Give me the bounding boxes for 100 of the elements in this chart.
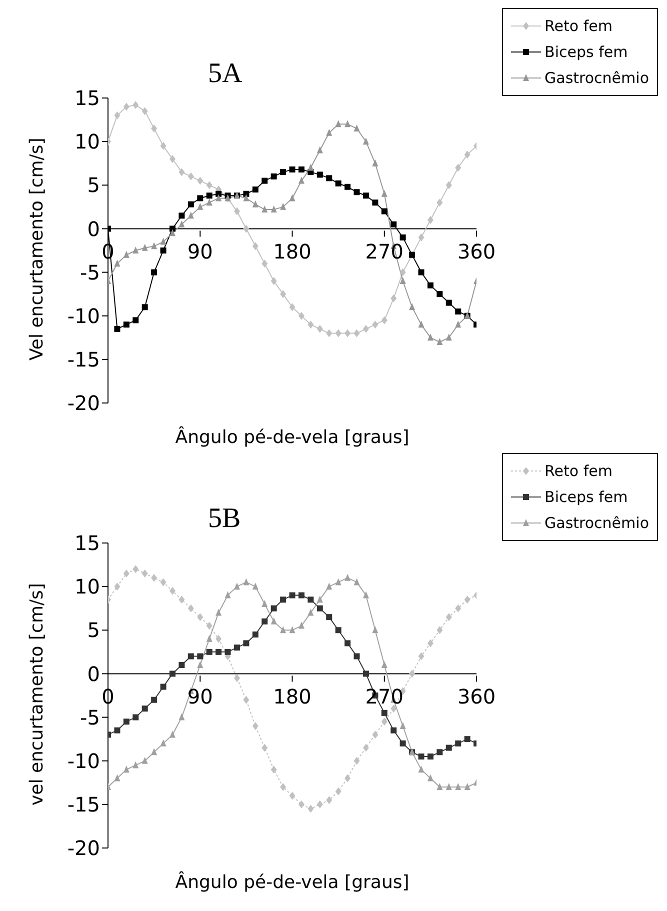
point xyxy=(160,142,166,150)
point xyxy=(436,626,443,634)
point xyxy=(455,783,462,790)
point xyxy=(335,120,342,128)
point xyxy=(298,800,304,808)
point xyxy=(390,727,397,734)
chart-title: 5A xyxy=(208,58,242,90)
point xyxy=(270,206,277,213)
point xyxy=(142,756,148,764)
x-axis-title: Ângulo pé-de-vela [graus] xyxy=(175,426,410,448)
point xyxy=(114,260,120,267)
point xyxy=(114,111,120,120)
point xyxy=(446,613,452,622)
point xyxy=(280,626,286,634)
point xyxy=(308,164,314,171)
point xyxy=(178,596,185,604)
x-tick-label: 180 xyxy=(273,240,312,264)
point xyxy=(132,317,139,324)
point xyxy=(206,648,212,655)
point xyxy=(197,653,204,660)
point xyxy=(335,329,342,338)
point xyxy=(455,740,462,746)
legend-label: Gastrocnêmio xyxy=(544,514,649,532)
y-tick-label: 0 xyxy=(87,216,100,241)
point xyxy=(252,632,258,638)
point xyxy=(354,578,360,586)
point xyxy=(436,783,443,790)
point xyxy=(132,761,139,768)
point xyxy=(400,234,406,240)
point xyxy=(390,294,397,302)
point xyxy=(400,277,406,284)
point xyxy=(446,744,452,751)
point xyxy=(316,146,323,154)
point xyxy=(446,181,452,190)
legend-label: Gastrocnêmio xyxy=(544,69,649,87)
point xyxy=(316,605,323,612)
point xyxy=(114,774,120,782)
point xyxy=(280,783,286,791)
point xyxy=(298,592,304,598)
y-axis-title: Vel encurtamento [cm/s] xyxy=(26,138,48,360)
point xyxy=(464,783,470,790)
y-tick-label: -15 xyxy=(67,348,100,372)
point xyxy=(335,787,342,796)
point xyxy=(316,172,323,178)
point xyxy=(206,198,212,206)
point xyxy=(326,329,332,338)
point xyxy=(270,605,277,612)
point xyxy=(252,200,258,208)
point xyxy=(206,634,212,642)
point xyxy=(418,766,424,773)
point xyxy=(142,304,148,310)
y-tick-label: -5 xyxy=(80,705,100,730)
y-tick-label: 5 xyxy=(87,173,100,198)
y-tick-label: 15 xyxy=(74,86,100,110)
point xyxy=(169,586,176,595)
point xyxy=(418,233,424,242)
point xyxy=(298,176,304,184)
point xyxy=(464,736,470,742)
point xyxy=(216,648,222,655)
point xyxy=(206,622,212,630)
point xyxy=(216,190,222,197)
point xyxy=(243,578,250,586)
point xyxy=(234,207,240,216)
x-tick-label: 360 xyxy=(457,240,496,264)
point xyxy=(354,756,360,765)
point xyxy=(178,713,185,720)
point xyxy=(188,653,194,660)
point xyxy=(446,300,452,306)
point xyxy=(344,120,351,128)
point xyxy=(252,722,258,730)
point xyxy=(252,186,258,192)
x-tick-label: 360 xyxy=(457,684,496,709)
point xyxy=(197,202,204,210)
point xyxy=(326,175,332,182)
point xyxy=(123,766,130,773)
x-tick-label: 90 xyxy=(187,240,213,264)
point xyxy=(188,201,194,208)
point xyxy=(362,324,369,333)
point xyxy=(362,744,369,752)
x-axis-title: Ângulo pé-de-vela [graus] xyxy=(175,871,410,893)
y-axis-title: vel encurtamento [cm/s] xyxy=(26,583,48,806)
point xyxy=(234,644,240,651)
point xyxy=(354,653,360,660)
point xyxy=(289,592,296,598)
y-tick-label: 0 xyxy=(87,662,100,686)
point xyxy=(381,661,388,668)
point xyxy=(123,102,130,111)
point xyxy=(243,190,250,197)
point xyxy=(418,754,424,760)
point xyxy=(344,574,351,581)
point xyxy=(114,326,120,332)
point xyxy=(400,722,406,729)
point xyxy=(178,168,185,176)
y-tick-label: -5 xyxy=(80,260,100,284)
point xyxy=(151,124,158,132)
point xyxy=(354,189,360,196)
point xyxy=(362,192,369,199)
point xyxy=(142,244,148,251)
point xyxy=(308,608,314,616)
point xyxy=(446,783,452,790)
